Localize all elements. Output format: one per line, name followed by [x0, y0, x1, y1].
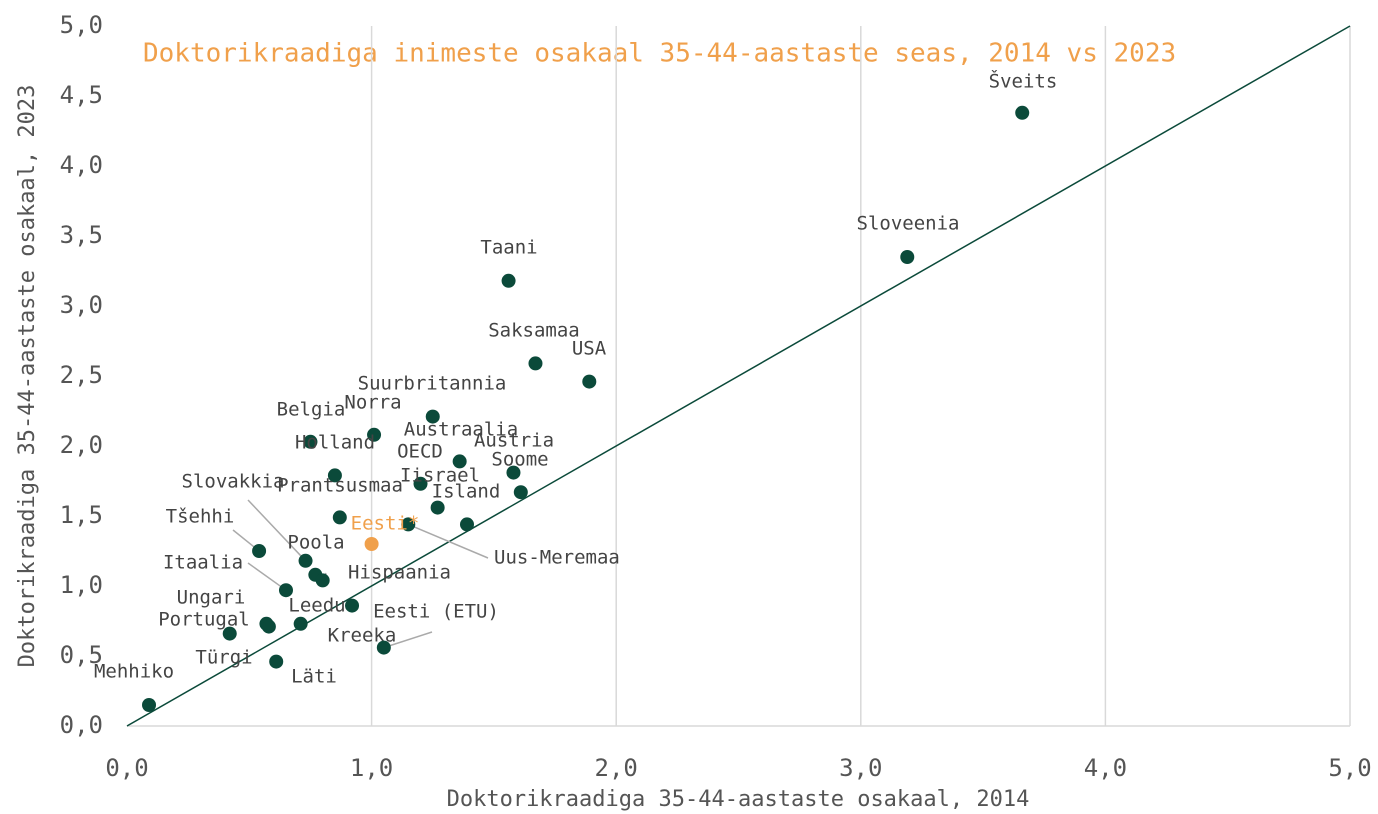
point	[430, 500, 445, 515]
x-tick-label: 5,0	[1328, 754, 1371, 782]
point-label: Ungari	[177, 587, 246, 609]
point	[459, 517, 474, 532]
point	[303, 434, 318, 449]
y-axis-label: Doktorikraadiga 35-44-aastaste osakaal, …	[15, 85, 40, 668]
point-label: Prantsusmaa	[277, 475, 403, 497]
x-tick-label: 0,0	[105, 754, 148, 782]
point-label: Läti	[291, 666, 337, 688]
point	[252, 544, 267, 558]
point	[528, 356, 543, 371]
point	[293, 616, 308, 631]
point-label: Mehhiko	[94, 661, 174, 683]
point-label: Suurbritannia	[358, 373, 507, 395]
point	[298, 553, 313, 568]
y-tick-label: 2,0	[60, 431, 103, 459]
point	[222, 626, 237, 641]
point	[513, 485, 528, 500]
point-label: Eesti*	[351, 513, 420, 535]
point	[367, 427, 382, 442]
point-label: Island	[432, 481, 501, 503]
x-tick-label: 1,0	[350, 754, 393, 782]
point-label: Portugal	[158, 609, 250, 631]
point-label: Sloveenia	[857, 213, 960, 235]
leader-line	[407, 523, 489, 559]
point	[364, 537, 379, 551]
point-label: Tšehhi	[166, 506, 235, 528]
point	[332, 510, 347, 525]
point	[315, 573, 330, 588]
point	[582, 374, 597, 389]
y-tick-label: 1,5	[60, 501, 103, 529]
y-tick-label: 0,5	[60, 641, 103, 669]
y-tick-label: 2,5	[60, 361, 103, 389]
point-label: USA	[572, 338, 607, 360]
point	[1015, 105, 1030, 120]
diagonal	[126, 25, 1351, 727]
point-label: Iisrael	[400, 465, 480, 487]
y-tick-label: 1,0	[60, 571, 103, 599]
point-label: Slovakkia	[182, 471, 285, 493]
point	[452, 454, 467, 469]
leader-line	[383, 631, 433, 649]
point-label: Austria	[474, 430, 554, 452]
point	[506, 465, 521, 480]
y-tick-label: 4,0	[60, 151, 103, 179]
y-tick-label: 5,0	[60, 11, 103, 39]
point-label: Uus-Meremaa	[494, 547, 620, 569]
x-tick-label: 2,0	[595, 754, 638, 782]
point-label: Austraalia	[404, 419, 518, 441]
point	[327, 468, 342, 483]
y-tick-label: 3,5	[60, 221, 103, 249]
point	[376, 640, 391, 655]
point-label: Hispaania	[348, 562, 451, 584]
point-label: Belgia	[277, 399, 346, 421]
leader-line	[247, 499, 307, 562]
point-label: Soome	[491, 449, 548, 471]
point	[269, 654, 284, 669]
point	[345, 598, 360, 613]
point-label: Kreeka	[328, 625, 397, 647]
point-label: Poola	[287, 532, 344, 554]
point-label: Türgi	[195, 647, 252, 669]
y-tick-label: 3,0	[60, 291, 103, 319]
chart-title: Doktorikraadiga inimeste osakaal 35-44-a…	[143, 39, 1176, 69]
point-label: Leedu	[288, 595, 345, 617]
point	[501, 273, 516, 288]
point	[425, 409, 440, 424]
leader-line	[247, 562, 287, 591]
point-label: Saksamaa	[488, 320, 580, 342]
point	[401, 517, 416, 532]
point-label: Eesti (ETU)	[373, 601, 499, 623]
y-tick-label: 4,5	[60, 81, 103, 109]
point	[261, 619, 276, 634]
point-label: Šveits	[989, 69, 1058, 93]
point	[142, 698, 157, 712]
point	[278, 583, 293, 598]
point-label: Holland	[295, 432, 375, 454]
x-tick-label: 4,0	[1084, 754, 1127, 782]
x-tick-label: 3,0	[839, 754, 882, 782]
y-tick-label: 0,0	[60, 711, 103, 739]
point-label: OECD	[397, 441, 443, 463]
point	[900, 250, 915, 264]
point	[413, 476, 428, 491]
point-label: Norra	[344, 392, 401, 414]
point-label: Taani	[480, 237, 537, 259]
x-axis-label: Doktorikraadiga 35-44-aastaste osakaal, …	[447, 787, 1030, 812]
point-label: Itaalia	[163, 552, 243, 574]
